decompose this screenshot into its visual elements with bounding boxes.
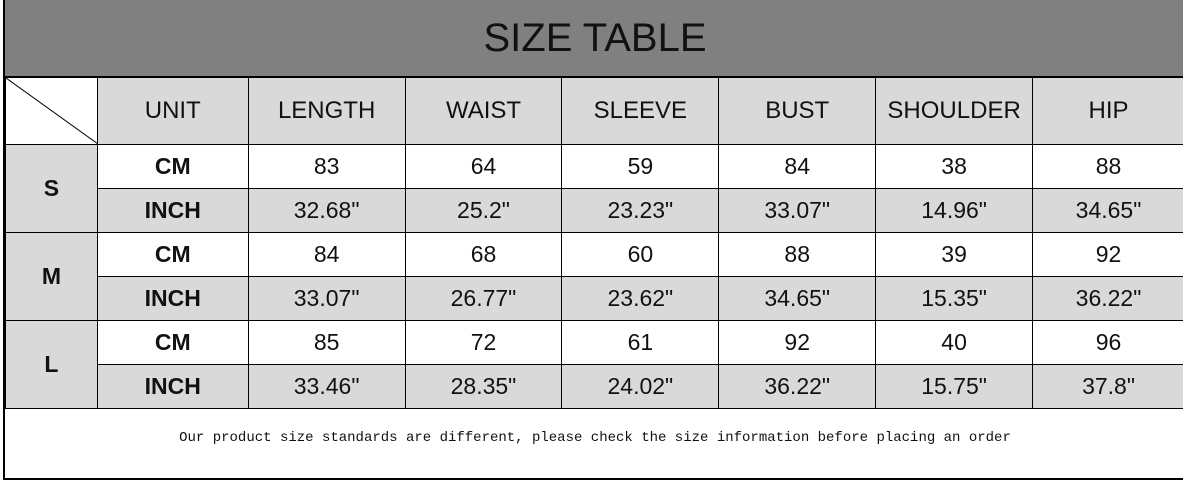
unit-cell: CM [96, 320, 249, 365]
value-cell: 33.46" [247, 364, 406, 409]
size-table: UNIT LENGTH WAIST SLEEVE BUST SHOULDER H… [5, 77, 1183, 409]
value-cell: 84 [247, 232, 406, 277]
value-cell: 33.07" [247, 276, 406, 321]
header-sleeve: SLEEVE [561, 77, 720, 145]
header-length: LENGTH [247, 77, 406, 145]
value-cell: 64 [404, 144, 563, 189]
value-cell: 40 [875, 320, 1034, 365]
header-hip: HIP [1032, 77, 1183, 145]
value-cell: 60 [561, 232, 720, 277]
value-cell: 34.65" [718, 276, 877, 321]
value-cell: 14.96" [875, 188, 1034, 233]
value-cell: 15.35" [875, 276, 1034, 321]
value-cell: 36.22" [718, 364, 877, 409]
diagonal-corner-cell [5, 77, 98, 145]
table-row: S CM 83 64 59 84 38 88 [5, 144, 1183, 233]
value-cell: 88 [718, 232, 877, 277]
value-cell: 28.35" [404, 364, 563, 409]
unit-cell: CM [96, 144, 249, 189]
value-cell: 33.07" [718, 188, 877, 233]
value-cell: 23.23" [561, 188, 720, 233]
table-row: M CM 84 68 60 88 39 92 [5, 232, 1183, 321]
value-cell: 61 [561, 320, 720, 365]
size-note: Our product size standards are different… [179, 430, 1011, 446]
size-label: S [5, 144, 98, 233]
unit-cell: CM [96, 232, 249, 277]
value-cell: 92 [1032, 232, 1183, 277]
value-cell: 96 [1032, 320, 1183, 365]
value-cell: 25.2" [404, 188, 563, 233]
value-cell: 84 [718, 144, 877, 189]
table-row: INCH 33.07" 26.77" 23.62" 34.65" 15.35" 36.22" [6, 276, 1183, 321]
value-cell: 36.22" [1032, 276, 1183, 321]
value-cell: 37.8" [1032, 364, 1183, 409]
value-cell: 59 [561, 144, 720, 189]
header-row: UNIT LENGTH WAIST SLEEVE BUST SHOULDER H… [5, 77, 1183, 145]
header-unit: UNIT [96, 77, 249, 145]
value-cell: 72 [404, 320, 563, 365]
size-label: L [5, 320, 98, 409]
chart-title: SIZE TABLE [5, 0, 1183, 77]
value-cell: 38 [875, 144, 1034, 189]
value-cell: 92 [718, 320, 877, 365]
value-cell: 26.77" [404, 276, 563, 321]
value-cell: 68 [404, 232, 563, 277]
table-row: L CM 85 72 61 92 40 96 [5, 320, 1183, 409]
value-cell: 85 [247, 320, 406, 365]
header-waist: WAIST [404, 77, 563, 145]
unit-cell: INCH [96, 364, 249, 409]
size-label: M [5, 232, 98, 321]
value-cell: 32.68" [247, 188, 406, 233]
value-cell: 34.65" [1032, 188, 1183, 233]
table-row: INCH 33.46" 28.35" 24.02" 36.22" 15.75" 37.8" [6, 364, 1183, 409]
unit-cell: INCH [96, 276, 249, 321]
size-chart: SIZE TABLE UNIT LENGTH WAIST SLEEVE BUST… [3, 0, 1183, 480]
value-cell: 23.62" [561, 276, 720, 321]
header-bust: BUST [718, 77, 877, 145]
value-cell: 39 [875, 232, 1034, 277]
value-cell: 88 [1032, 144, 1183, 189]
table-row: INCH 32.68" 25.2" 23.23" 33.07" 14.96" 34.65" [6, 188, 1183, 233]
value-cell: 83 [247, 144, 406, 189]
value-cell: 24.02" [561, 364, 720, 409]
unit-cell: INCH [96, 188, 249, 233]
value-cell: 15.75" [875, 364, 1034, 409]
header-shoulder: SHOULDER [875, 77, 1034, 145]
